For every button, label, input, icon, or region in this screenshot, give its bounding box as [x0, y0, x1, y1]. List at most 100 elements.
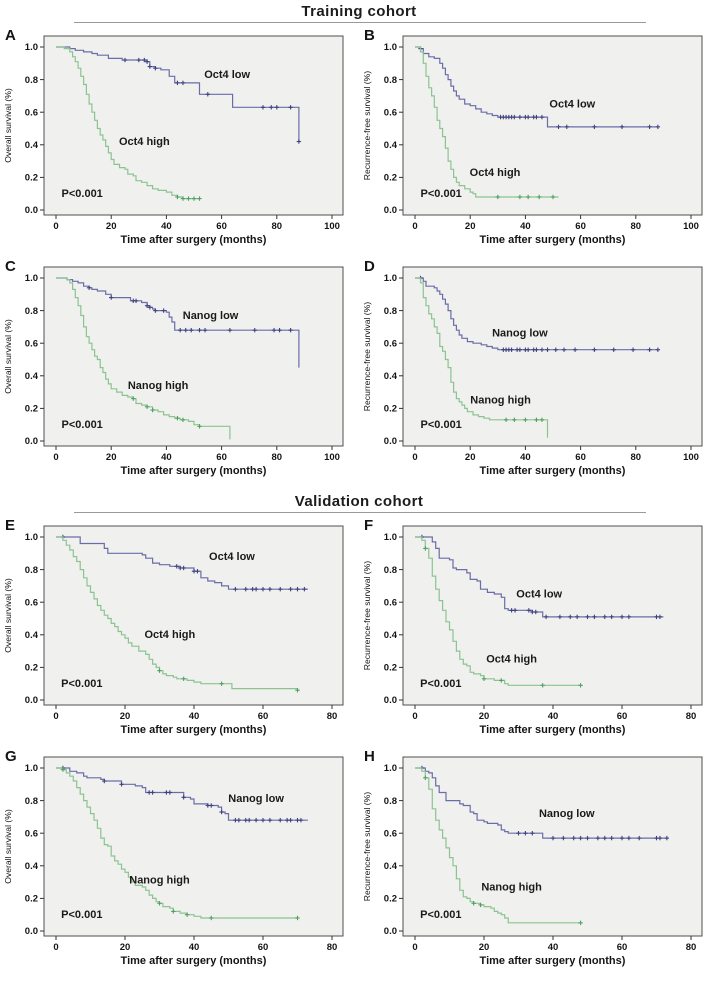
p-value: P<0.001 — [61, 678, 102, 690]
x-tick-label: 80 — [631, 452, 642, 463]
panel-letter: H — [364, 748, 375, 765]
censor-marks-high — [131, 396, 202, 429]
x-tick-label: 20 — [465, 452, 476, 463]
censor-marks-low — [122, 57, 302, 144]
y-tick-label: 0.0 — [384, 436, 397, 447]
curve-label: Oct4 high — [486, 654, 537, 666]
y-tick-label: 0.6 — [25, 107, 38, 118]
x-tick-label: 0 — [53, 711, 58, 722]
x-axis-label: Time after surgery (months) — [480, 724, 626, 736]
x-tick-label: 40 — [520, 452, 531, 463]
km-curve-low — [415, 767, 667, 839]
km-panel: D 0 20 40 60 80 100 0.0 0.2 0.4 0.6 0.8 1.0 Time afte… — [359, 254, 718, 485]
training-cohort-header: Training cohort — [0, 0, 718, 23]
x-tick-label: 0 — [412, 221, 417, 232]
y-tick-label: 0.0 — [384, 205, 397, 216]
y-axis-label: Recurrence-free survival (%) — [362, 71, 372, 180]
y-tick-label: 1.0 — [25, 42, 38, 53]
x-tick-label: 60 — [575, 452, 586, 463]
p-value: P<0.001 — [61, 909, 102, 921]
censor-marks-high — [60, 767, 300, 921]
x-tick-label: 60 — [575, 221, 586, 232]
x-axis-label: Time after surgery (months) — [480, 234, 626, 246]
p-value: P<0.001 — [420, 909, 461, 921]
y-tick-label: 0.6 — [384, 597, 397, 608]
y-axis-label: Overall survival (%) — [3, 578, 13, 653]
plot-area — [402, 266, 703, 447]
panel-letter: C — [5, 258, 16, 275]
panel-letter: D — [364, 258, 375, 275]
km-chart-G: G 0 20 40 60 80 0.0 0.2 0.4 0.6 0.8 1.0 Time after s… — [3, 748, 344, 967]
y-tick-label: 0.0 — [384, 695, 397, 706]
x-axis-label: Time after surgery (months) — [121, 955, 267, 967]
x-tick-label: 40 — [520, 221, 531, 232]
km-panel: H 0 20 40 60 80 0.0 0.2 0.4 0.6 0.8 1.0 Time after s… — [359, 744, 718, 975]
curve-label: Nanog low — [492, 328, 548, 340]
curve-label: Oct4 low — [209, 551, 255, 563]
x-tick-label: 80 — [327, 711, 338, 722]
y-tick-label: 0.2 — [384, 894, 397, 905]
x-tick-label: 0 — [412, 711, 417, 722]
curve-label: Nanog high — [481, 881, 542, 893]
km-curve-low — [56, 46, 300, 142]
y-tick-label: 0.8 — [384, 75, 397, 86]
censor-marks-low — [60, 534, 307, 592]
x-tick-label: 20 — [120, 942, 131, 953]
section-title-training: Training cohort — [301, 3, 417, 20]
censor-marks-low — [418, 275, 661, 352]
section-title-validation: Validation cohort — [294, 493, 424, 510]
curve-label: Oct4 low — [516, 588, 562, 600]
curve-label: Nanog low — [183, 310, 239, 322]
x-tick-label: 20 — [479, 942, 490, 953]
y-axis-label: Overall survival (%) — [3, 809, 13, 884]
y-tick-label: 0.4 — [25, 630, 39, 641]
y-tick-label: 0.6 — [384, 338, 397, 349]
panel-letter: B — [364, 27, 375, 44]
km-chart-H: H 0 20 40 60 80 0.0 0.2 0.4 0.6 0.8 1.0 Time after s… — [362, 748, 703, 967]
x-tick-label: 20 — [120, 711, 131, 722]
x-tick-label: 0 — [412, 452, 417, 463]
censor-marks-high — [157, 668, 300, 693]
km-panel: G 0 20 40 60 80 0.0 0.2 0.4 0.6 0.8 1.0 Time after s… — [0, 744, 359, 975]
x-tick-label: 0 — [53, 942, 58, 953]
y-tick-label: 0.6 — [25, 597, 38, 608]
y-tick-label: 0.8 — [25, 565, 38, 576]
x-tick-label: 80 — [686, 711, 697, 722]
x-axis-label: Time after surgery (months) — [480, 465, 626, 477]
plot-area — [43, 35, 344, 216]
p-value: P<0.001 — [62, 419, 103, 431]
x-tick-label: 40 — [548, 942, 559, 953]
plot-area — [43, 756, 344, 937]
y-tick-label: 0.2 — [25, 404, 38, 415]
y-tick-label: 1.0 — [384, 42, 397, 53]
censor-marks-low — [86, 285, 293, 333]
km-panel: F 0 20 40 60 80 0.0 0.2 0.4 0.6 0.8 1.0 Time after s… — [359, 513, 718, 744]
p-value: P<0.001 — [421, 188, 462, 200]
validation-panels-grid: E 0 20 40 60 80 0.0 0.2 0.4 0.6 0.8 1.0 Time after s… — [0, 513, 718, 975]
km-curve-high — [56, 277, 231, 440]
y-tick-label: 0.2 — [25, 894, 38, 905]
x-tick-label: 0 — [412, 942, 417, 953]
y-tick-label: 0.8 — [384, 796, 397, 807]
x-tick-label: 60 — [258, 942, 269, 953]
y-axis-label: Overall survival (%) — [3, 319, 13, 394]
km-curve-low — [415, 277, 658, 351]
training-panels-grid: A 0 20 40 60 80 100 0.0 0.2 0.4 0.6 0.8 1.0 Time afte… — [0, 23, 718, 485]
x-tick-label: 60 — [617, 711, 628, 722]
y-tick-label: 0.4 — [25, 371, 39, 382]
y-tick-label: 0.4 — [384, 371, 398, 382]
panel-letter: A — [5, 27, 16, 44]
censor-marks-high — [495, 194, 556, 200]
x-tick-label: 40 — [548, 711, 559, 722]
curve-label: Nanog high — [129, 875, 190, 887]
section-rule — [74, 22, 646, 23]
x-tick-label: 60 — [216, 221, 227, 232]
x-tick-label: 40 — [161, 221, 172, 232]
km-chart-D: D 0 20 40 60 80 100 0.0 0.2 0.4 0.6 0.8 1.0 Time afte… — [362, 258, 703, 477]
y-tick-label: 0.6 — [384, 107, 397, 118]
km-curve-low — [415, 46, 658, 128]
x-tick-label: 20 — [106, 452, 117, 463]
x-tick-label: 60 — [216, 452, 227, 463]
y-axis-label: Recurrence-free survival (%) — [362, 302, 372, 411]
